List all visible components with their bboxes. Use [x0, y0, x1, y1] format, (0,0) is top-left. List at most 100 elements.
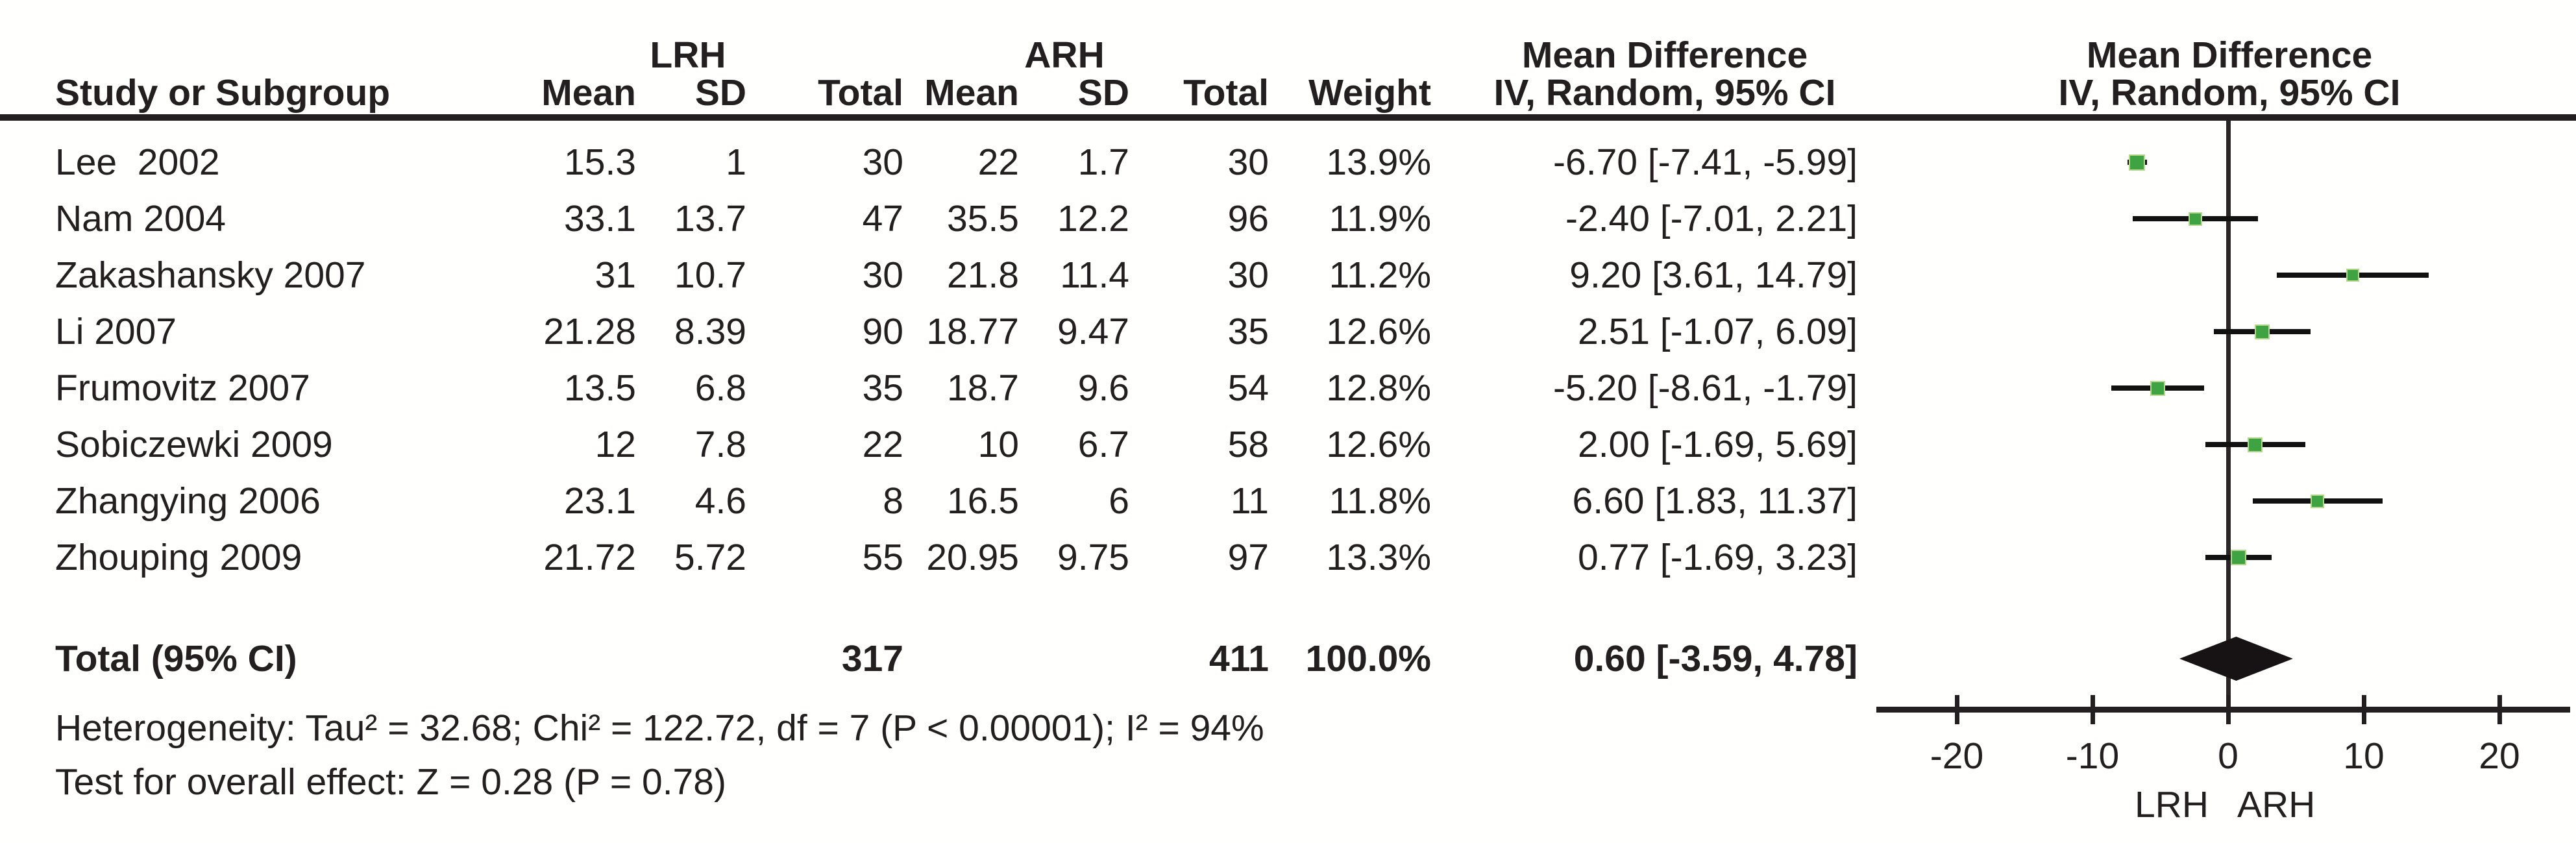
ci-text: 2.51 [-1.07, 6.09]	[1578, 311, 1858, 352]
axis-tick-label: 10	[2343, 735, 2385, 777]
study-label: Frumovitz 2007	[55, 367, 310, 409]
plot-md-subheader: IV, Random, 95% CI	[2058, 72, 2401, 114]
lrh-mean-value: 23.1	[564, 480, 636, 522]
study-column-header: Study or Subgroup	[55, 72, 391, 114]
study-marker	[2248, 437, 2263, 452]
arh-mean-value: 16.5	[947, 480, 1019, 522]
lrh-mean-value: 13.5	[564, 367, 636, 409]
axis-tick-label: -20	[1930, 735, 1984, 777]
arh-total-value: 30	[1227, 254, 1269, 296]
axis-tick	[2226, 695, 2231, 724]
ci-text: 2.00 [-1.69, 5.69]	[1578, 424, 1858, 465]
lrh-sd-value: 13.7	[674, 198, 746, 239]
arh-mean-value: 20.95	[926, 537, 1019, 578]
total-arh-n: 411	[1209, 638, 1269, 679]
lrh-sd-value: 8.39	[674, 311, 746, 352]
arh-sd-value: 12.2	[1057, 198, 1129, 239]
arh-sd-value: 1.7	[1077, 141, 1129, 183]
arh-mean-value: 18.7	[947, 367, 1019, 409]
arh-total-value: 11	[1230, 480, 1269, 522]
lrh-sd-value: 1	[726, 141, 746, 183]
lrh-sd-value: 4.6	[694, 480, 746, 522]
axis-label-arh: ARH	[2237, 784, 2316, 825]
lrh-mean-value: 21.28	[543, 311, 636, 352]
lrh-total-value: 47	[862, 198, 903, 239]
ci-text: -2.40 [-7.01, 2.21]	[1565, 198, 1858, 239]
study-label: Lee 2002	[55, 141, 220, 183]
heterogeneity-text: Heterogeneity: Tau² = 32.68; Chi² = 122.…	[55, 707, 1264, 749]
weight-value: 13.3%	[1326, 537, 1431, 578]
weight-column-header: Weight	[1308, 72, 1431, 114]
lrh-total-value: 30	[862, 254, 903, 296]
study-label: Zhangying 2006	[55, 480, 321, 522]
table-row: Li 2007 21.28 8.39 90 18.77 9.47 35 12.6…	[0, 304, 2576, 360]
arh-sd-value: 6	[1109, 480, 1129, 522]
axis-tick	[2497, 695, 2502, 724]
study-label: Zhouping 2009	[55, 537, 302, 578]
lrh-total-header: Total	[818, 72, 903, 114]
lrh-total-value: 90	[862, 311, 903, 352]
study-label: Nam 2004	[55, 198, 226, 239]
axis-tick	[1955, 695, 1959, 724]
arh-total-value: 30	[1227, 141, 1269, 183]
table-row: Frumovitz 2007 13.5 6.8 35 18.7 9.6 54 1…	[0, 360, 2576, 416]
header-divider	[0, 114, 2576, 121]
arh-total-value: 54	[1227, 367, 1269, 409]
arh-mean-value: 21.8	[947, 254, 1019, 296]
lrh-mean-value: 21.72	[543, 537, 636, 578]
group2-header: ARH	[1024, 34, 1105, 76]
ci-text: -6.70 [-7.41, -5.99]	[1553, 141, 1858, 183]
arh-total-value: 35	[1227, 311, 1269, 352]
arh-total-header: Total	[1183, 72, 1269, 114]
axis-tick	[2362, 695, 2366, 724]
weight-value: 11.2%	[1329, 254, 1431, 296]
table-row: Zhangying 2006 23.1 4.6 8 16.5 6 11 11.8…	[0, 473, 2576, 529]
lrh-mean-value: 33.1	[564, 198, 636, 239]
arh-mean-value: 22	[977, 141, 1019, 183]
md-column-header: Mean Difference	[1521, 34, 1808, 76]
study-label: Zakashansky 2007	[55, 254, 366, 296]
md-subheader: IV, Random, 95% CI	[1493, 72, 1836, 114]
zero-line	[2226, 121, 2231, 709]
lrh-sd-header: SD	[694, 72, 746, 114]
ci-text: -5.20 [-8.61, -1.79]	[1553, 367, 1858, 409]
arh-sd-value: 6.7	[1077, 424, 1129, 465]
weight-value: 13.9%	[1326, 141, 1431, 183]
lrh-total-value: 35	[862, 367, 903, 409]
weight-value: 11.8%	[1329, 480, 1431, 522]
arh-sd-value: 11.4	[1060, 254, 1129, 296]
lrh-mean-value: 12	[595, 424, 636, 465]
lrh-sd-value: 5.72	[674, 537, 746, 578]
total-label: Total (95% CI)	[55, 638, 297, 679]
ci-text: 6.60 [1.83, 11.37]	[1572, 480, 1858, 522]
weight-value: 12.6%	[1326, 424, 1431, 465]
arh-sd-value: 9.47	[1057, 311, 1129, 352]
arh-sd-header: SD	[1077, 72, 1129, 114]
axis-tick	[2091, 695, 2095, 724]
table-row: Zhouping 2009 21.72 5.72 55 20.95 9.75 9…	[0, 530, 2576, 585]
total-ci: 0.60 [-3.59, 4.78]	[1573, 638, 1858, 679]
table-row: Lee 2002 15.3 1 30 22 1.7 30 13.9% -6.70…	[0, 134, 2576, 190]
study-marker	[2254, 324, 2270, 339]
study-marker	[2231, 550, 2247, 565]
axis-label-lrh: LRH	[2134, 784, 2209, 825]
axis-tick-label: 20	[2479, 735, 2520, 777]
axis-line	[1876, 707, 2570, 713]
lrh-mean-header: Mean	[541, 72, 636, 114]
ci-text: 0.77 [-1.69, 3.23]	[1578, 537, 1858, 578]
plot-md-header: Mean Difference	[2086, 34, 2373, 76]
arh-mean-value: 35.5	[947, 198, 1019, 239]
total-row: Total (95% CI) 317 411 100.0% 0.60 [-3.5…	[0, 631, 2576, 687]
lrh-total-value: 55	[862, 537, 903, 578]
table-row: Nam 2004 33.1 13.7 47 35.5 12.2 96 11.9%…	[0, 191, 2576, 247]
study-marker	[2311, 494, 2325, 508]
lrh-sd-value: 10.7	[674, 254, 746, 296]
arh-total-value: 97	[1227, 537, 1269, 578]
lrh-mean-value: 31	[595, 254, 636, 296]
arh-sd-value: 9.6	[1077, 367, 1129, 409]
study-marker	[2346, 269, 2360, 282]
lrh-total-value: 22	[862, 424, 903, 465]
total-lrh-n: 317	[841, 638, 903, 679]
lrh-total-value: 30	[862, 141, 903, 183]
